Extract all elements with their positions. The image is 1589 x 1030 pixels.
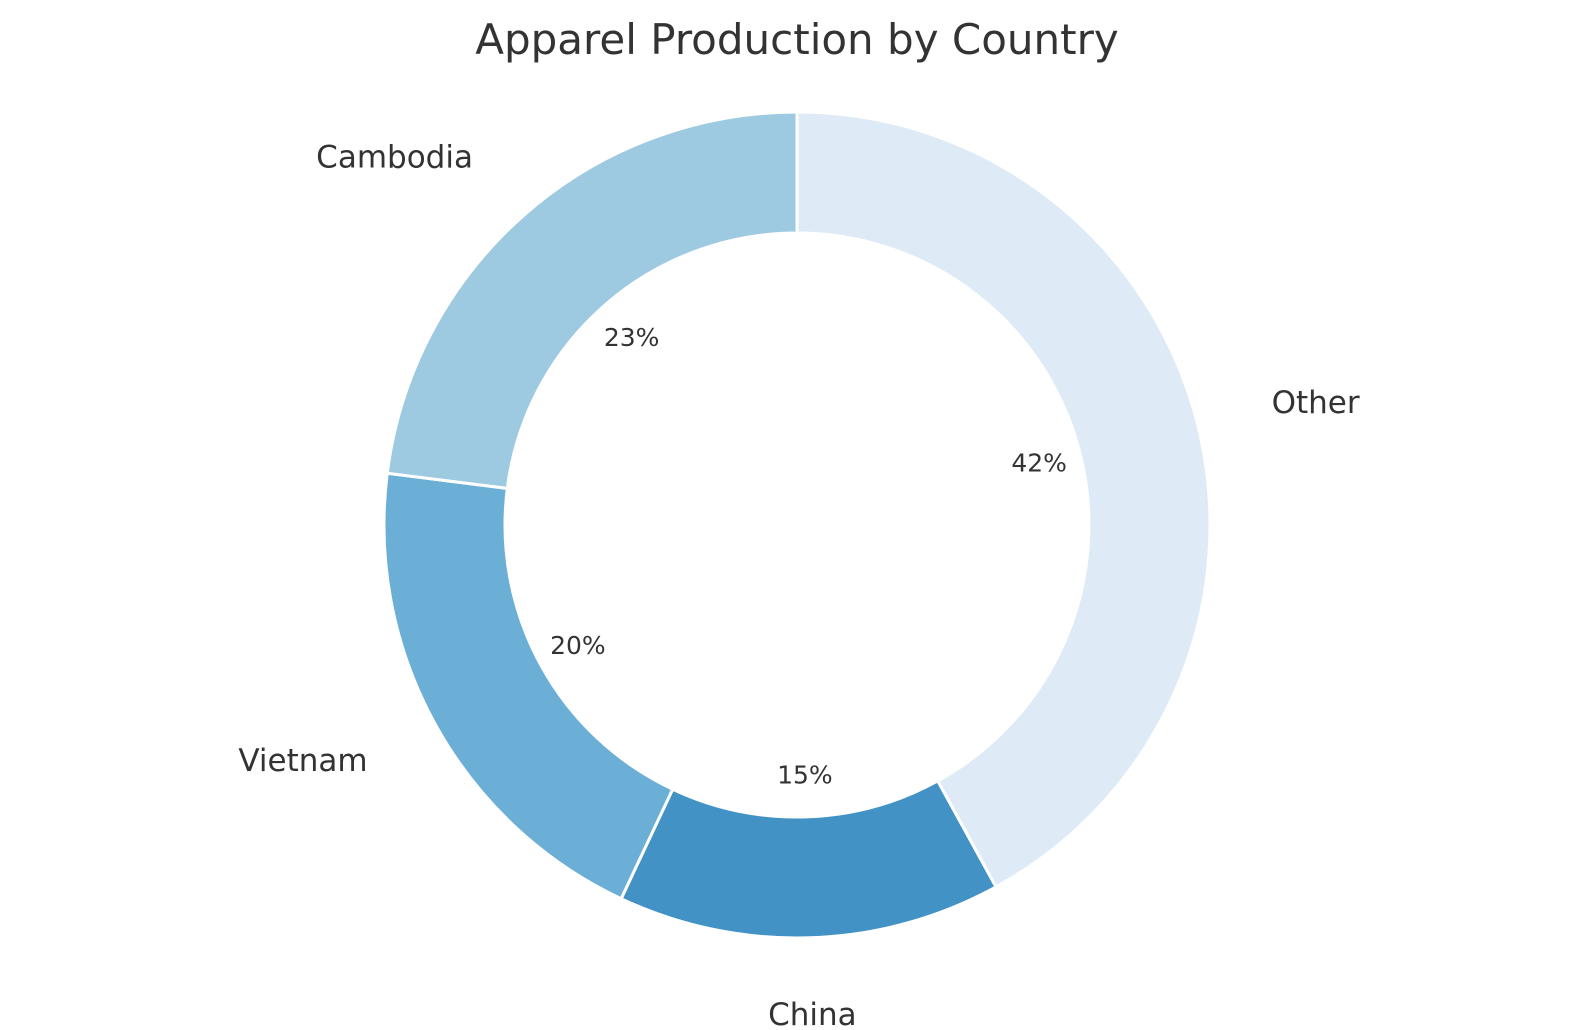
category-label-other: Other xyxy=(1272,385,1360,421)
category-label-cambodia: Cambodia xyxy=(316,139,473,175)
slice-china xyxy=(619,778,999,940)
category-label-china: China xyxy=(768,997,857,1030)
slice-cambodia xyxy=(385,110,799,491)
labels-group: Other 42% China 15% Vietnam 20% Cambodia 23% xyxy=(238,139,1359,1030)
slice-vietnam xyxy=(382,471,675,901)
percent-label-cambodia: 23% xyxy=(604,323,660,352)
percent-label-other: 42% xyxy=(1011,448,1067,477)
category-label-vietnam: Vietnam xyxy=(238,743,367,779)
percent-label-china: 15% xyxy=(777,760,833,789)
chart-title: Apparel Production by Country xyxy=(475,15,1119,64)
slice-other xyxy=(795,110,1212,889)
slices-group xyxy=(382,110,1212,940)
percent-label-vietnam: 20% xyxy=(550,631,606,660)
